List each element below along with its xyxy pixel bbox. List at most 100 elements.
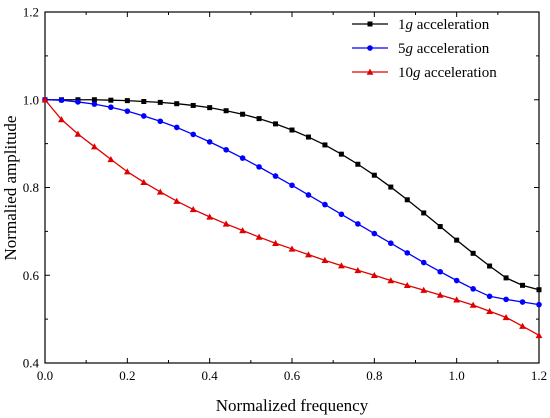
data-point — [338, 151, 344, 157]
data-point — [437, 224, 443, 230]
data-point — [404, 250, 411, 256]
data-point — [338, 262, 345, 269]
data-point — [141, 113, 147, 119]
data-point — [173, 124, 180, 131]
legend-label-suffix: acceleration — [413, 41, 490, 57]
data-point — [173, 197, 181, 204]
legend-label-prefix: 10 — [398, 65, 413, 81]
x-tick-label: 0.4 — [202, 368, 219, 383]
axes: 0.0 0.2 0.4 0.6 0.8 1.0 1.2 0.4 0.6 0.8 1.0 1.2 — [23, 5, 547, 384]
data-point — [503, 296, 509, 303]
data-point — [536, 301, 542, 308]
data-point — [206, 139, 213, 145]
x-tick-label: 1.0 — [449, 368, 465, 383]
legend-marker — [367, 45, 373, 51]
x-axis-title: Normalized frequency — [216, 396, 369, 415]
data-point — [421, 210, 427, 216]
x-tick-label: 0.8 — [366, 368, 382, 383]
legend-marker — [367, 21, 373, 27]
data-point — [503, 275, 509, 281]
data-point — [222, 220, 230, 227]
data-point — [272, 239, 279, 246]
data-point — [519, 322, 526, 329]
y-tick-label: 1.2 — [23, 5, 39, 20]
data-point — [453, 277, 460, 284]
legend-item: 10g acceleration — [352, 65, 497, 81]
data-point — [190, 102, 196, 108]
data-point — [58, 116, 65, 123]
legend-label-prefix: 1 — [398, 17, 406, 33]
data-point — [239, 227, 246, 234]
data-point — [420, 286, 428, 293]
data-point — [387, 277, 395, 284]
data-point — [108, 97, 114, 103]
data-point — [520, 282, 526, 288]
data-point — [420, 259, 427, 266]
series-line — [44, 99, 540, 336]
legend-label: 10g acceleration — [398, 65, 497, 81]
data-point — [436, 291, 444, 298]
legend-label: 1g acceleration — [398, 17, 490, 33]
legend-label-suffix: acceleration — [421, 65, 498, 81]
data-point — [536, 287, 542, 293]
data-point — [123, 168, 131, 175]
data-point — [239, 155, 246, 161]
data-point — [305, 251, 312, 258]
data-point — [370, 271, 378, 278]
data-point — [305, 192, 312, 198]
legend-label-prefix: 5 — [398, 41, 406, 57]
data-point — [403, 281, 411, 289]
data-point — [156, 188, 164, 195]
series-layer — [41, 96, 543, 339]
data-point — [487, 263, 493, 269]
data-point — [174, 101, 180, 107]
data-point — [322, 142, 328, 148]
data-point — [206, 213, 214, 220]
data-point — [41, 96, 49, 103]
data-point — [157, 99, 163, 105]
data-point — [322, 201, 328, 208]
legend-label: 5g acceleration — [398, 41, 490, 57]
data-point — [454, 237, 460, 243]
data-point — [338, 211, 345, 218]
data-point — [453, 296, 461, 303]
data-point — [223, 146, 229, 153]
legend-label-suffix: acceleration — [413, 17, 490, 33]
data-point — [289, 127, 295, 133]
data-point — [502, 313, 510, 321]
legend-label-italic: g — [406, 41, 414, 57]
data-point — [58, 97, 65, 103]
data-point — [470, 250, 476, 256]
series-circle — [42, 96, 542, 308]
data-point — [190, 131, 196, 138]
data-point — [107, 156, 115, 163]
data-point — [157, 118, 164, 125]
data-point — [305, 134, 311, 140]
data-point — [223, 108, 229, 114]
data-point — [273, 121, 279, 127]
data-point — [91, 97, 97, 103]
data-point — [124, 98, 130, 104]
x-tick-label: 0.0 — [37, 368, 53, 383]
data-point — [404, 197, 410, 203]
data-point — [371, 172, 377, 178]
y-tick-label: 0.4 — [23, 356, 40, 371]
data-point — [355, 221, 361, 227]
y-axis-title: Normalied amplitude — [1, 116, 20, 261]
data-point — [91, 143, 98, 150]
legend-item: 1g acceleration — [352, 17, 490, 33]
data-point — [388, 240, 394, 247]
data-point — [140, 178, 148, 185]
data-point — [108, 104, 114, 111]
data-point — [355, 161, 361, 167]
data-point — [486, 307, 493, 314]
data-point — [437, 268, 444, 275]
data-point — [371, 230, 378, 237]
x-tick-label: 0.2 — [119, 368, 135, 383]
data-point — [272, 173, 279, 179]
data-point — [255, 233, 263, 240]
legend-item: 5g acceleration — [352, 41, 490, 57]
data-point — [256, 116, 262, 122]
